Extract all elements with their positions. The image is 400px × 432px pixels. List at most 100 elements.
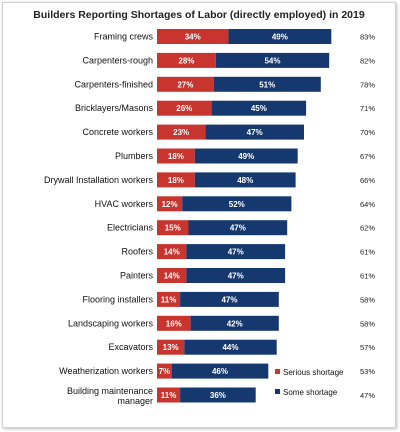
total-label: 62% xyxy=(360,224,375,233)
bar-some-shortage xyxy=(211,100,307,116)
data-label: 28% xyxy=(178,56,194,65)
data-label: 52% xyxy=(229,200,245,209)
bar-serious-shortage xyxy=(157,172,195,188)
bar-serious-shortage xyxy=(157,100,212,116)
category-label: Carpenters-rough xyxy=(82,55,153,65)
category-label: Carpenters-finished xyxy=(74,79,153,89)
data-label: 34% xyxy=(185,33,201,42)
data-label: 18% xyxy=(168,176,184,185)
category-label: Bricklayers/Masons xyxy=(75,103,154,113)
bar-some-shortage xyxy=(184,339,277,355)
bar-serious-shortage xyxy=(157,363,172,379)
data-label: 11% xyxy=(161,391,177,400)
bar-serious-shortage xyxy=(157,244,187,260)
legend-swatch xyxy=(275,389,280,394)
category-label: Drywall Installation workers xyxy=(44,175,154,185)
bar-some-shortage xyxy=(171,363,269,379)
stacked-bar-chart: Builders Reporting Shortages of Labor (d… xyxy=(33,9,375,406)
bar-serious-shortage xyxy=(157,268,187,283)
bar-some-shortage xyxy=(215,52,330,68)
total-label: 53% xyxy=(360,367,375,376)
bar-serious-shortage xyxy=(157,315,191,331)
legend-swatch xyxy=(275,369,280,374)
total-label: 78% xyxy=(360,80,375,89)
total-label: 82% xyxy=(360,56,375,65)
data-label: 47% xyxy=(247,128,263,137)
data-label: 49% xyxy=(238,152,254,161)
bar-serious-shortage xyxy=(157,124,206,140)
data-label: 51% xyxy=(259,80,275,89)
bar-serious-shortage xyxy=(157,196,183,212)
data-label: 45% xyxy=(251,104,267,113)
data-label: 11% xyxy=(161,295,177,304)
category-label: Building maintenance manager xyxy=(67,386,153,406)
data-label: 36% xyxy=(210,391,226,400)
chart-frame: Builders Reporting Shortages of Labor (d… xyxy=(2,2,396,428)
data-label: 47% xyxy=(228,272,244,281)
data-label: 48% xyxy=(237,176,253,185)
data-label: 46% xyxy=(212,367,228,376)
total-label: 71% xyxy=(360,104,375,113)
bar-some-shortage xyxy=(180,387,256,403)
category-label: Weatherization workers xyxy=(59,366,153,376)
bar-serious-shortage xyxy=(157,76,214,92)
total-label: 66% xyxy=(360,176,375,185)
chart-title: Builders Reporting Shortages of Labor (d… xyxy=(33,9,365,21)
data-label: 14% xyxy=(164,272,180,281)
data-label: 26% xyxy=(176,104,192,113)
total-label: 61% xyxy=(360,248,375,257)
data-label: 13% xyxy=(163,343,179,352)
bar-some-shortage xyxy=(188,220,288,236)
bar-some-shortage xyxy=(205,124,304,140)
data-label: 14% xyxy=(164,248,180,257)
bar-serious-shortage xyxy=(157,339,185,355)
total-label: 83% xyxy=(360,33,375,42)
bar-some-shortage xyxy=(194,172,296,188)
data-label: 54% xyxy=(264,56,280,65)
data-label: 49% xyxy=(272,33,288,42)
total-label: 61% xyxy=(360,272,375,281)
bar-serious-shortage xyxy=(157,291,181,307)
bar-some-shortage xyxy=(194,148,298,164)
bar-serious-shortage xyxy=(157,148,195,164)
category-label: Roofers xyxy=(121,247,153,257)
bar-some-shortage xyxy=(213,76,321,92)
data-label: 12% xyxy=(162,200,178,209)
bar-serious-shortage xyxy=(157,52,216,68)
bar-some-shortage xyxy=(186,268,286,283)
data-label: 47% xyxy=(228,248,244,257)
data-label: 44% xyxy=(222,343,238,352)
data-label: 23% xyxy=(173,128,189,137)
category-label: Landscaping workers xyxy=(68,318,154,328)
data-label: 18% xyxy=(168,152,184,161)
data-label: 47% xyxy=(230,224,246,233)
category-label: HVAC workers xyxy=(95,199,154,209)
data-label: 16% xyxy=(166,319,182,328)
total-label: 58% xyxy=(360,295,375,304)
total-label: 67% xyxy=(360,152,375,161)
bar-some-shortage xyxy=(186,244,286,260)
category-label: Framing crews xyxy=(94,32,154,42)
category-label: Electricians xyxy=(107,223,154,233)
legend-label: Some shortage xyxy=(283,388,338,397)
total-label: 47% xyxy=(360,391,375,400)
category-label: Plumbers xyxy=(115,151,154,161)
legend: Serious shortage Some shortage xyxy=(275,368,344,397)
total-label: 58% xyxy=(360,319,375,328)
data-label: 47% xyxy=(221,295,237,304)
bar-some-shortage xyxy=(228,29,332,44)
total-label: 57% xyxy=(360,343,375,352)
bar-serious-shortage xyxy=(157,220,189,236)
data-label: 7% xyxy=(159,367,171,376)
category-label: Flooring installers xyxy=(82,294,153,304)
category-label: Excavators xyxy=(108,342,153,352)
legend-label: Serious shortage xyxy=(283,368,344,377)
bar-serious-shortage xyxy=(157,387,181,403)
bar-serious-shortage xyxy=(157,29,229,44)
total-label: 64% xyxy=(360,200,375,209)
category-label: Painters xyxy=(120,271,154,281)
bar-some-shortage xyxy=(180,291,279,307)
category-label: Concrete workers xyxy=(82,127,153,137)
bars-group: Framing crews 34% 49% 83% Carpenters-rough 28… xyxy=(44,29,375,406)
data-label: 42% xyxy=(227,319,243,328)
